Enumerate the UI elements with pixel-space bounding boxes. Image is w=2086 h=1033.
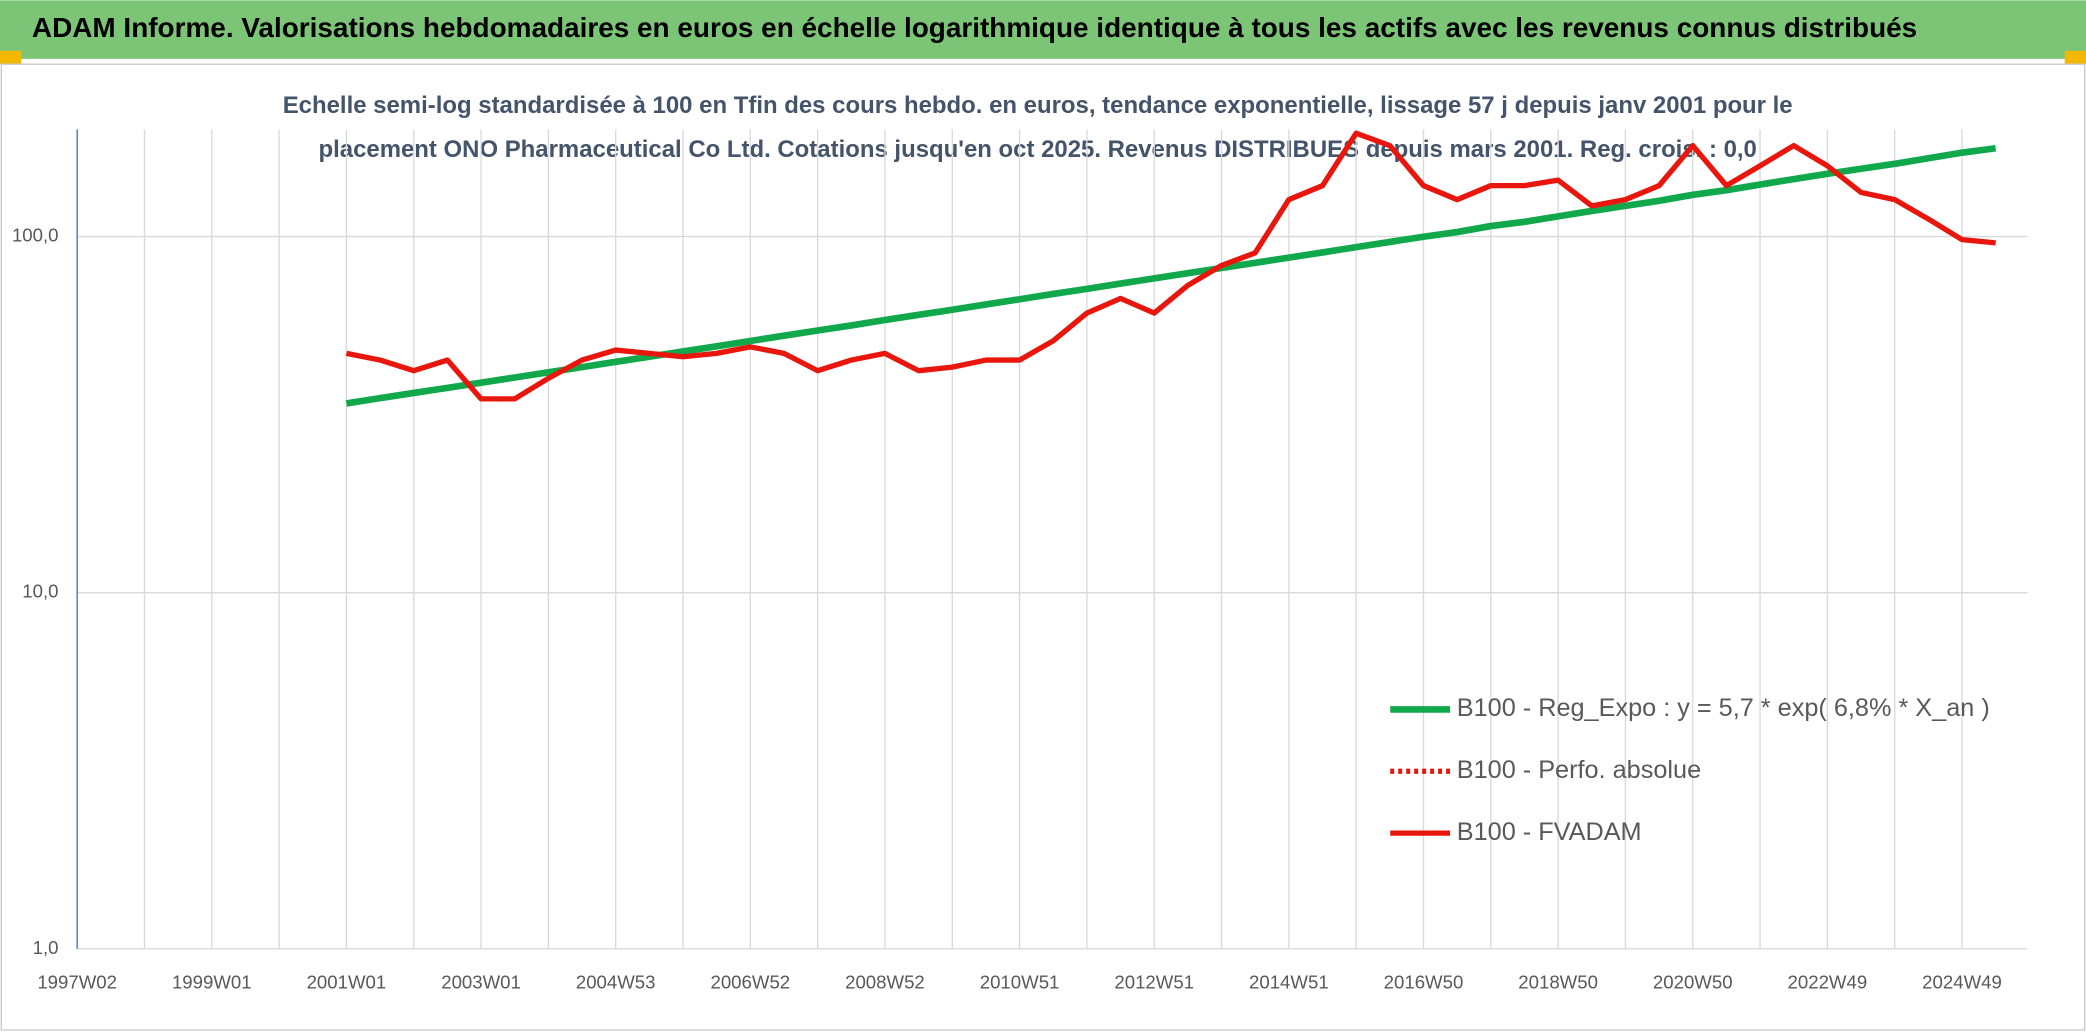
subtitle: placement ONO Pharmaceutical Co Ltd. Cot…: [318, 136, 1756, 163]
frame: [0, 63, 2086, 1031]
legend-label: B100 - Perfo. absolue: [1457, 756, 1701, 784]
x-tick-label: 1999W01: [172, 971, 252, 992]
x-tick-label: 2020W50: [1653, 971, 1733, 992]
x-tick-label: 2006W52: [710, 971, 790, 992]
x-tick-label: 2016W50: [1384, 971, 1464, 992]
y-tick-label: 1,0: [33, 937, 59, 958]
x-tick-label: 2014W51: [1249, 971, 1329, 992]
x-tick-label: 2010W51: [980, 971, 1060, 992]
x-tick-label: 2004W53: [576, 971, 656, 992]
x-tick-label: 2003W01: [441, 971, 521, 992]
chart-title: ADAM Informe. Valorisations hebdomadaire…: [32, 12, 1917, 43]
legend-label: B100 - Reg_Expo : y = 5,7 * exp( 6,8% * …: [1457, 694, 1990, 722]
series-line: [345, 130, 1996, 402]
x-tick-label: 2012W51: [1114, 971, 1194, 992]
x-tick-label: 2022W49: [1788, 971, 1868, 992]
x-tick-label: 2018W50: [1518, 971, 1598, 992]
x-tick-label: 2024W49: [1922, 971, 2002, 992]
corner: [0, 50, 22, 65]
legend-label: B100 - FVADAM: [1457, 818, 1642, 846]
corner: [2064, 50, 2086, 65]
x-tick-label: 1997W02: [37, 971, 117, 992]
subtitle: Echelle semi-log standardisée à 100 en T…: [283, 92, 1793, 119]
y-tick-label: 100,0: [12, 224, 59, 245]
header-bar: [0, 0, 2086, 59]
series-line: [345, 144, 1997, 407]
x-tick-label: 2001W01: [307, 971, 387, 992]
x-tick-label: 2008W52: [845, 971, 925, 992]
y-tick-label: 10,0: [22, 581, 58, 602]
